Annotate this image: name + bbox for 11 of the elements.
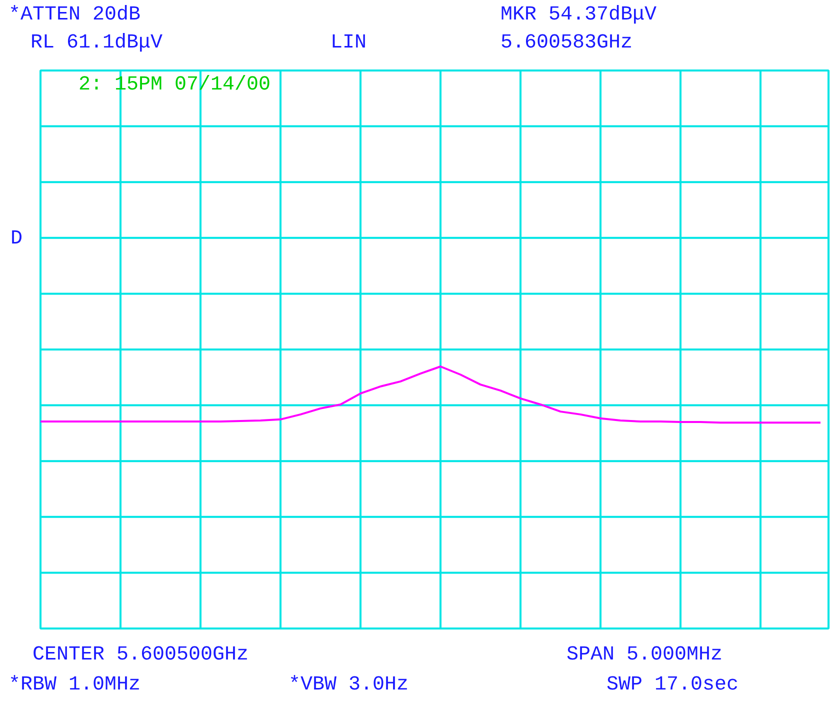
text: 5.600583GHz bbox=[500, 32, 633, 54]
text: LIN bbox=[330, 32, 367, 54]
text: CENTER 5.600500GHz bbox=[32, 644, 249, 666]
text: SWP 17.0sec bbox=[606, 674, 739, 696]
text: D bbox=[10, 228, 23, 250]
text: *VBW 3.0Hz bbox=[288, 674, 409, 696]
text: RL 61.1dBμV bbox=[30, 32, 163, 54]
text: *ATTEN 20dB bbox=[8, 4, 141, 26]
text: SPAN 5.000MHz bbox=[566, 644, 723, 666]
text: *RBW 1.0MHz bbox=[8, 674, 141, 696]
text: MKR 54.37dBμV bbox=[500, 4, 657, 26]
